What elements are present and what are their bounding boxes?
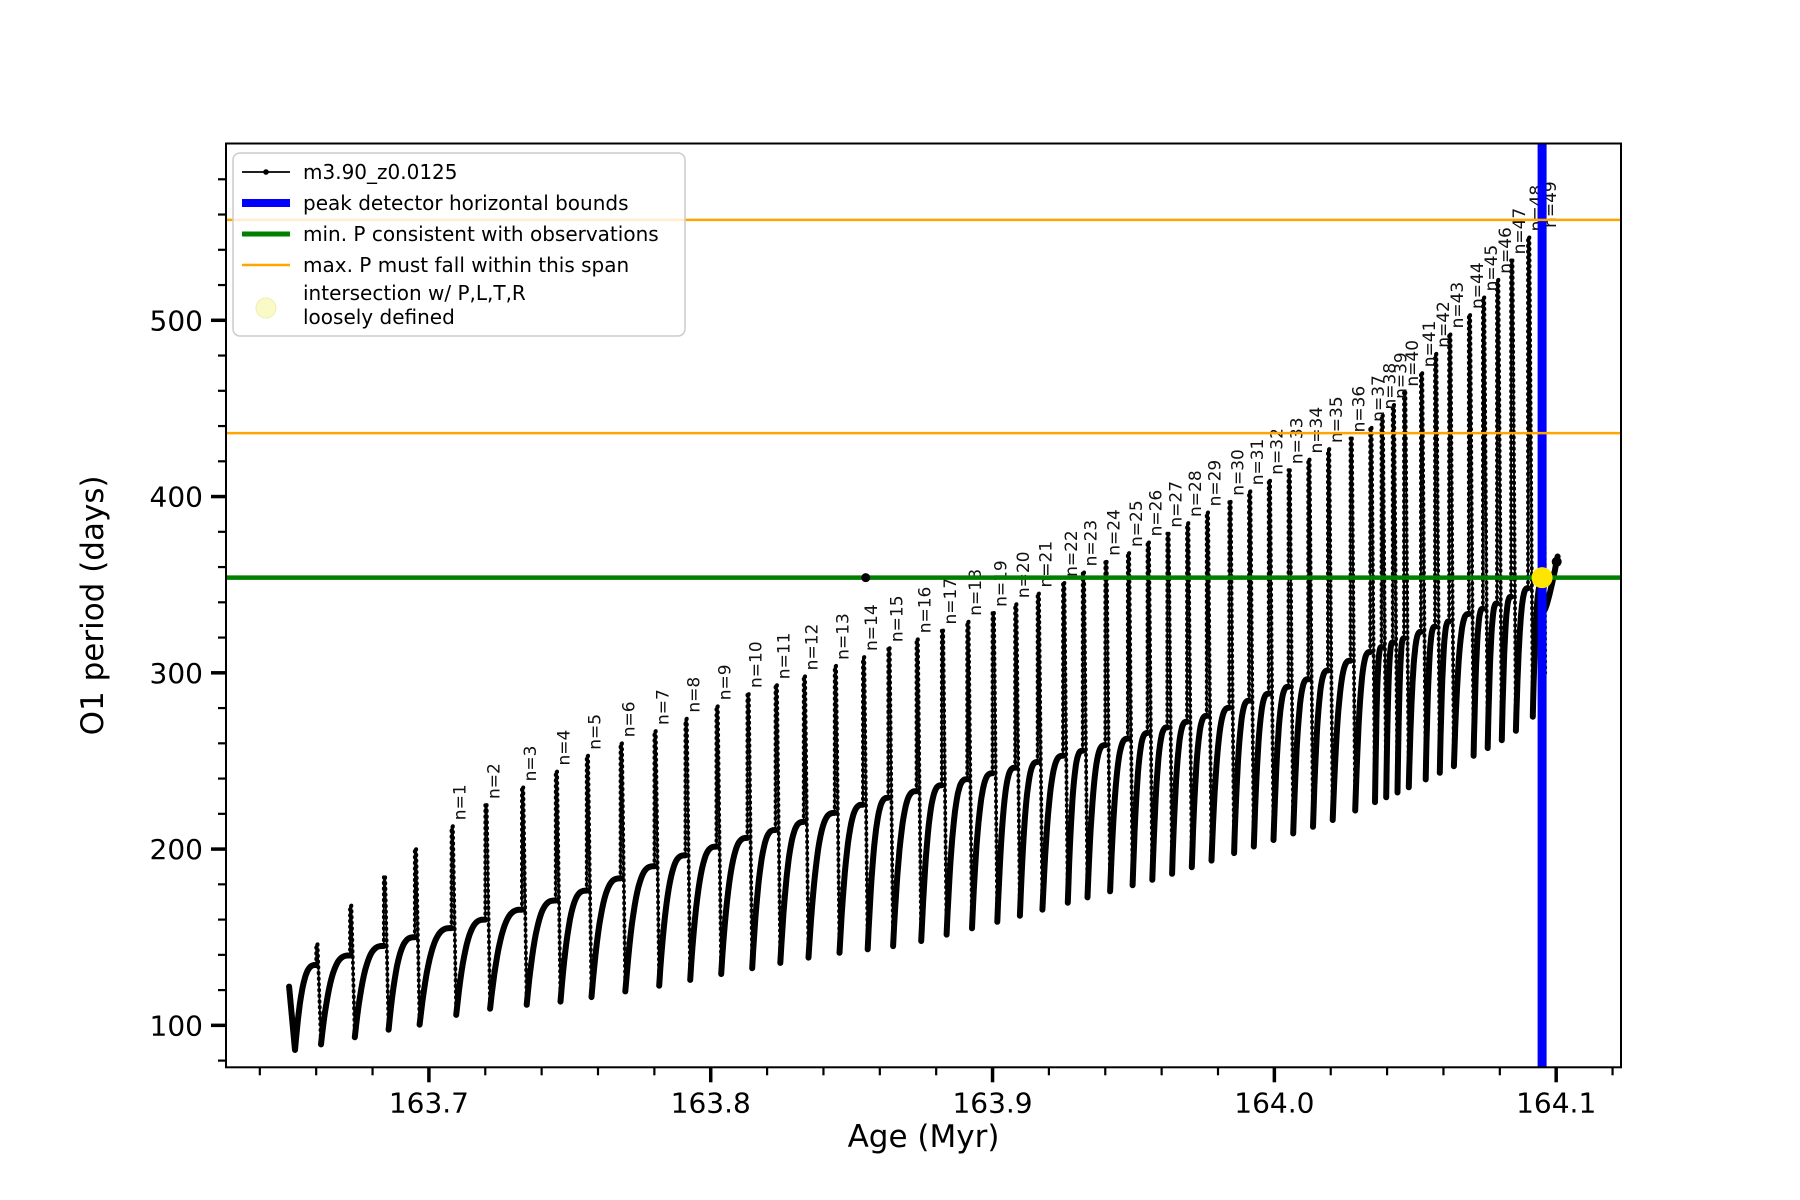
spike-label: n=3 <box>521 746 541 782</box>
y-tick-label: 200 <box>150 833 203 866</box>
spike-label: n=24 <box>1104 509 1124 556</box>
spike-label: n=29 <box>1206 460 1226 507</box>
legend-label: m3.90_z0.0125 <box>303 160 458 184</box>
legend-label: max. P must fall within this span <box>303 253 629 277</box>
y-tick-label: 100 <box>150 1009 203 1042</box>
spike-label: n=26 <box>1147 490 1167 537</box>
spike-label: n=28 <box>1186 470 1206 517</box>
spike-label: n=15 <box>887 595 907 642</box>
spike-label: n=23 <box>1082 520 1102 567</box>
x-tick-label: 163.8 <box>671 1086 751 1119</box>
plot-border <box>225 142 1622 1069</box>
spike-label: n=40 <box>1403 340 1423 387</box>
spike-label: n=25 <box>1127 500 1147 547</box>
spike-label: n=5 <box>586 714 606 750</box>
data-series: n=1 n=2 n=3 n=4 n=5 n=6 n=7 n=8 n=9 n=10 n=11 n=12 n… <box>286 181 1562 1053</box>
spike-label: n=9 <box>715 664 735 700</box>
spike-label: n=33 <box>1288 417 1308 464</box>
intersection-marker <box>1531 567 1553 589</box>
legend-label: loosely defined <box>303 305 455 329</box>
y-tick-label: 300 <box>150 657 203 690</box>
spike-label: n=44 <box>1468 262 1488 309</box>
y-tick-label: 500 <box>150 304 203 337</box>
axes: 163.7 163.8 163.9 164.0 164.1 100 200 300 400 500… <box>75 178 1614 1155</box>
spike-label: n=17 <box>941 578 961 625</box>
spike-label: n=4 <box>555 730 575 766</box>
x-tick-label: 163.7 <box>389 1086 469 1119</box>
spike-label: n=14 <box>862 604 882 651</box>
spike-label: n=1 <box>451 784 471 820</box>
series-marker-dots <box>314 232 1548 1047</box>
spike-label: n=32 <box>1268 428 1288 475</box>
legend-box <box>232 152 686 337</box>
spike-label: n=42 <box>1434 301 1454 348</box>
legend-swatch-marker <box>263 169 269 175</box>
legend-label: min. P consistent with observations <box>303 222 659 246</box>
spike-label: n=36 <box>1350 386 1370 433</box>
spike-label: n=6 <box>620 701 640 737</box>
y-tick-label: 400 <box>150 481 203 514</box>
spike-label: n=46 <box>1496 227 1516 274</box>
spike-label: n=39 <box>1392 352 1412 399</box>
marker-point <box>861 573 871 583</box>
spike-label: n=22 <box>1062 530 1082 577</box>
spike-label: n=41 <box>1420 321 1440 368</box>
series-path-spikes <box>315 233 1547 1046</box>
spike-label: n=35 <box>1327 396 1347 443</box>
spike-label: n=8 <box>684 677 704 713</box>
series-end-blob <box>1551 556 1562 567</box>
spike-label: n=20 <box>1014 551 1034 598</box>
legend-label: intersection w/ P,L,T,R <box>303 281 526 305</box>
spike-label: n=30 <box>1228 449 1248 496</box>
spike-label: n=45 <box>1482 245 1502 292</box>
spike-label: n=13 <box>834 613 854 660</box>
spike-label: n=31 <box>1248 439 1268 486</box>
spike-label: n=37 <box>1369 375 1389 422</box>
spike-label: n=21 <box>1037 541 1057 588</box>
series-path-thick <box>286 553 1561 1053</box>
x-tick-label: 163.9 <box>952 1086 1032 1119</box>
y-axis-label: O1 period (days) <box>75 475 111 735</box>
spike-label: n=7 <box>653 689 673 725</box>
legend-label: peak detector horizontal bounds <box>303 191 629 215</box>
spike-label: n=10 <box>746 641 766 688</box>
spike-label: n=19 <box>992 560 1012 607</box>
spike-label: n=12 <box>803 624 823 671</box>
x-axis-label: Age (Myr) <box>848 1119 1000 1155</box>
spike-label: n=16 <box>916 587 936 634</box>
spike-label: n=18 <box>966 569 986 616</box>
x-tick-label: 164.0 <box>1234 1086 1314 1119</box>
spike-label: n=11 <box>775 633 795 680</box>
x-tick-label: 164.1 <box>1516 1086 1596 1119</box>
legend-swatch-intersection <box>255 297 277 319</box>
spike-label: n=27 <box>1166 481 1186 528</box>
spike-label: n=43 <box>1448 282 1468 329</box>
spike-label: n=38 <box>1381 363 1401 410</box>
spike-label: n=34 <box>1307 407 1327 454</box>
spike-label: n=2 <box>484 763 504 799</box>
